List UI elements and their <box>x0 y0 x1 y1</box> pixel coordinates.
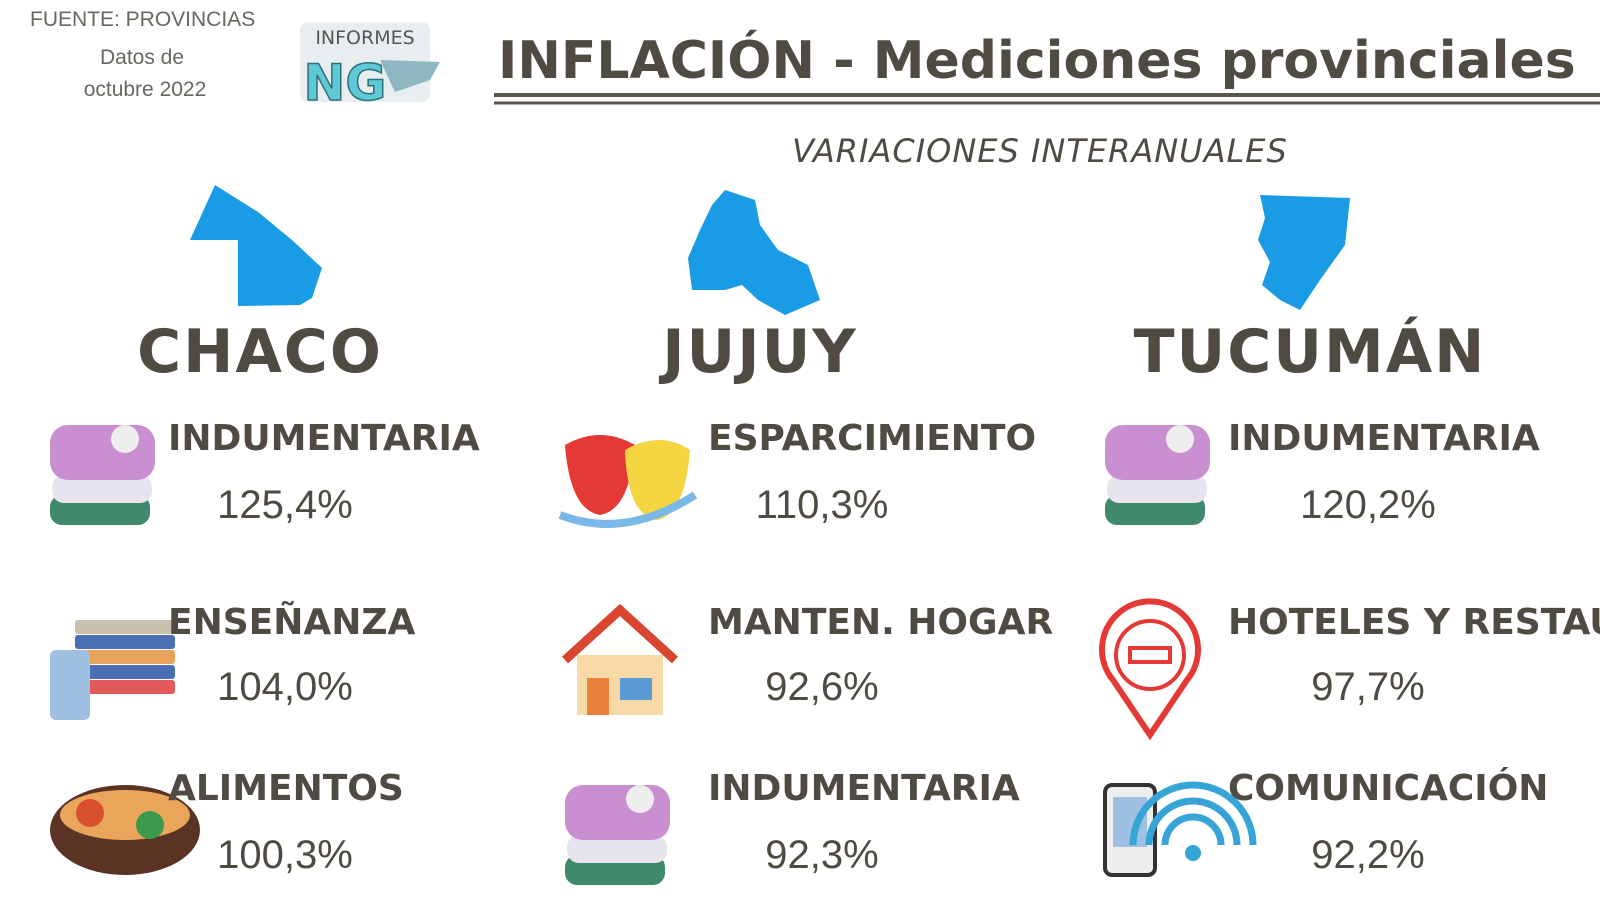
source: FUENTE: PROVINCIAS <box>30 8 255 31</box>
icon-part <box>75 665 175 679</box>
category-value: 120,2% <box>1300 483 1436 527</box>
icon-part <box>50 425 155 480</box>
icon-part <box>75 650 175 664</box>
icon-part <box>587 678 609 715</box>
icon-part <box>111 425 139 453</box>
category-value: 100,3% <box>217 833 353 877</box>
date: Datos de <box>100 46 184 69</box>
icon-part <box>558 491 698 528</box>
category-value: 97,7% <box>1311 665 1424 709</box>
province-name: TUCUMÁN <box>1134 316 1487 387</box>
category-icon <box>565 785 670 885</box>
province-column: TUCUMÁN INDUMENTARIA 120,2% HOTELES Y RESTA… <box>1099 316 1600 877</box>
icon-part <box>1099 598 1201 741</box>
province-name: CHACO <box>137 317 383 387</box>
category-value: 92,3% <box>765 833 878 877</box>
logo-mark: NG <box>304 54 387 112</box>
category-value: 125,4% <box>217 483 353 527</box>
category-label: ALIMENTOS <box>168 768 404 809</box>
category-label: INDUMENTARIA <box>168 418 480 459</box>
category-label: HOTELES Y RESTAU. <box>1228 602 1600 643</box>
icon-part <box>561 603 679 664</box>
category-icon <box>558 435 698 528</box>
icon-part <box>1129 781 1257 846</box>
icon-part <box>76 799 104 827</box>
category-label: COMUNICACIÓN <box>1228 767 1548 809</box>
map-chaco <box>190 185 322 306</box>
category-icon <box>50 785 200 875</box>
subtitle: VARIACIONES INTERANUALES <box>792 132 1288 170</box>
category-label: ENSEÑANZA <box>168 601 415 643</box>
icon-part <box>1114 619 1186 691</box>
icon-part <box>1185 845 1201 861</box>
category-value: 104,0% <box>217 665 353 709</box>
icon-part <box>52 475 152 503</box>
icon-part <box>565 785 670 840</box>
category-icon <box>1103 781 1257 877</box>
logo: INFORMES NG <box>300 22 440 113</box>
title: INFLACIÓN - Mediciones provinciales <box>498 29 1576 91</box>
map-jujuy <box>688 190 820 315</box>
icon-part <box>75 635 175 649</box>
icon-part <box>1161 813 1225 846</box>
date: octubre 2022 <box>84 78 207 101</box>
icon-part <box>1128 646 1172 664</box>
icon-part <box>620 678 652 700</box>
icon-part <box>1166 425 1194 453</box>
icon-part <box>1105 425 1210 480</box>
map-tucuman <box>1258 195 1350 310</box>
category-label: ESPARCIMIENTO <box>708 418 1036 459</box>
icon-part <box>1107 475 1207 503</box>
icon-part <box>1145 797 1241 846</box>
icon-part <box>75 620 175 634</box>
category-icon <box>1105 425 1210 525</box>
province-name: JUJUY <box>658 317 858 387</box>
logo-text: INFORMES <box>315 27 414 49</box>
category-value: 110,3% <box>756 483 889 527</box>
icon-part <box>625 440 690 520</box>
category-icon <box>50 425 155 525</box>
category-icon <box>50 620 175 720</box>
icon-part <box>75 680 175 694</box>
icon-part <box>567 835 667 863</box>
category-value: 92,2% <box>1311 833 1424 877</box>
icon-part <box>136 811 164 839</box>
category-value: 92,6% <box>765 665 878 709</box>
icon-part <box>565 435 635 515</box>
category-icon <box>1099 598 1201 741</box>
category-label: INDUMENTARIA <box>1228 418 1540 459</box>
icon-part <box>50 650 90 720</box>
icon-part <box>626 785 654 813</box>
category-label: INDUMENTARIA <box>708 768 1020 809</box>
category-label: MANTEN. HOGAR <box>708 602 1053 643</box>
category-icon <box>561 603 679 715</box>
province-column: CHACO INDUMENTARIA 125,4% ENSEÑANZA 104,0% AL… <box>50 317 480 877</box>
province-column: JUJUY ESPARCIMIENTO 110,3% MANTEN. HOGAR 92,… <box>558 317 1053 885</box>
